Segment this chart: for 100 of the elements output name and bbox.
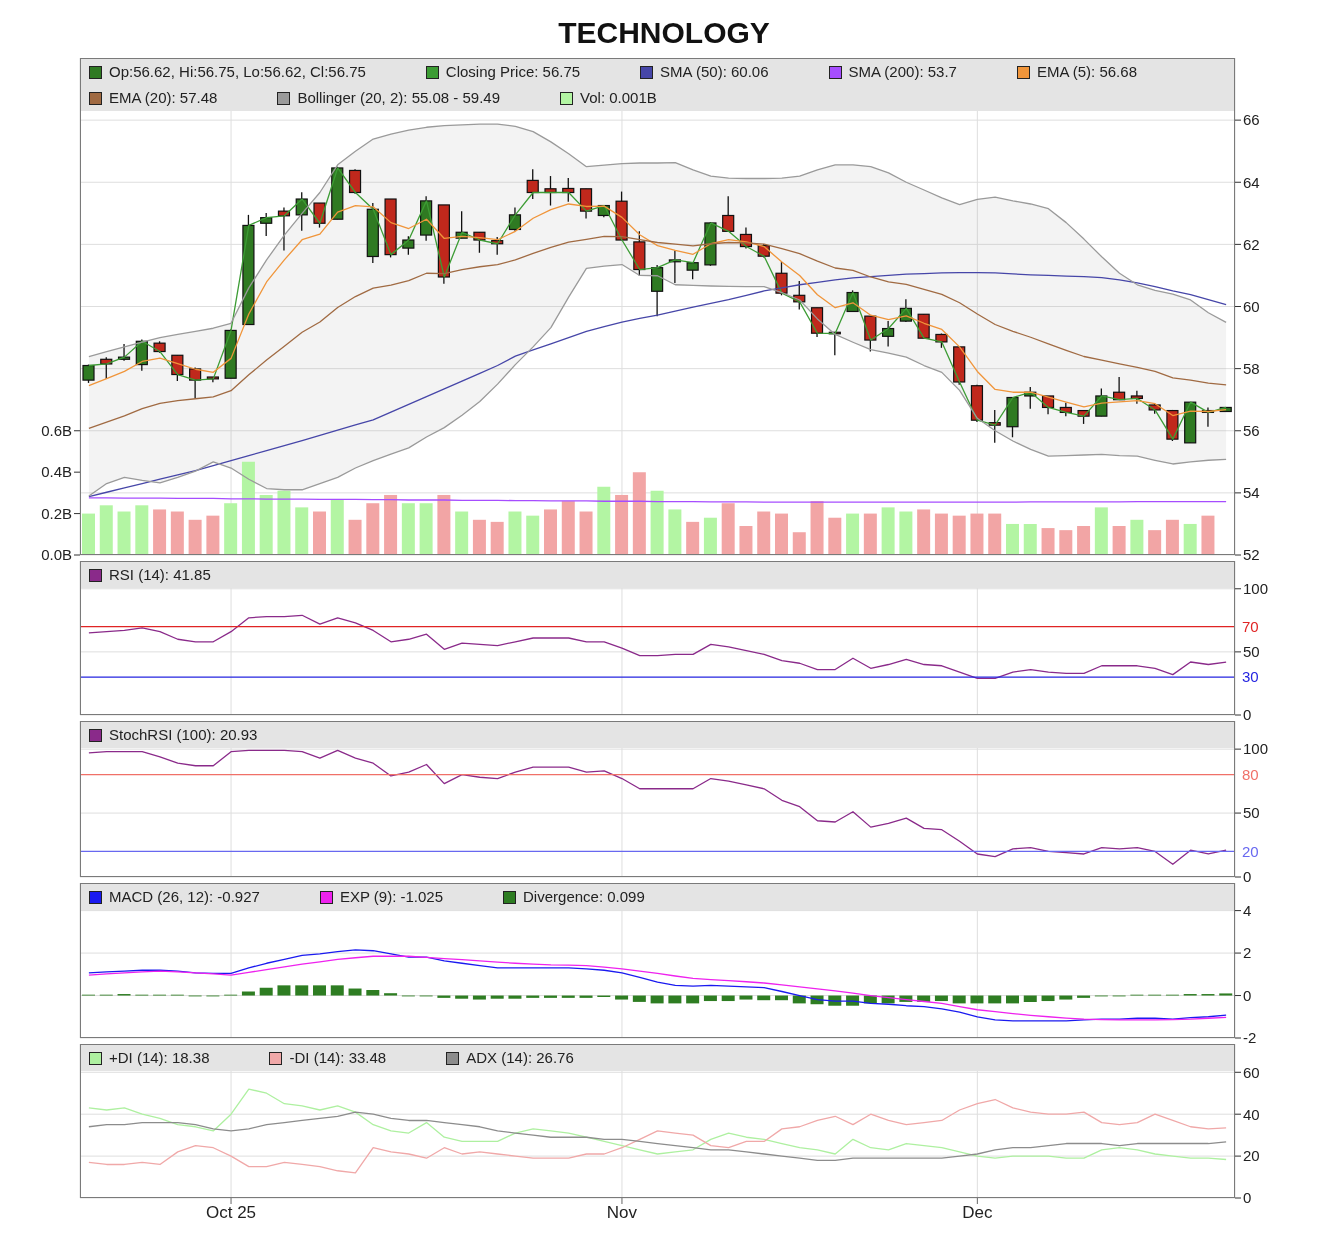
line-series bbox=[88, 1098, 1227, 1174]
legend-label: Divergence: 0.099 bbox=[522, 887, 645, 907]
bar bbox=[1041, 528, 1055, 555]
candlestick bbox=[579, 188, 593, 220]
y-tick-label: 4 bbox=[1243, 901, 1252, 919]
bar bbox=[721, 503, 735, 555]
legend-label: SMA (50): 60.06 bbox=[659, 62, 769, 82]
legend-label: Op:56.62, Hi:56.75, Lo:56.62, Cl:56.75 bbox=[108, 62, 366, 82]
legend-label: MACD (26, 12): -0.927 bbox=[108, 887, 260, 907]
bar bbox=[117, 511, 131, 555]
bar bbox=[1041, 995, 1055, 1002]
bar bbox=[881, 507, 895, 555]
line-series bbox=[88, 1088, 1227, 1161]
candlestick bbox=[882, 320, 895, 348]
bar bbox=[544, 509, 557, 555]
bar bbox=[313, 511, 326, 555]
bar bbox=[241, 461, 255, 555]
bar bbox=[934, 995, 948, 1002]
bar bbox=[739, 995, 753, 1000]
bar bbox=[419, 503, 433, 555]
legend-strip: RSI (14): 41.85 bbox=[81, 562, 1234, 588]
bar bbox=[1059, 530, 1073, 555]
bar bbox=[135, 505, 149, 555]
y-tick-label: 2 bbox=[1243, 944, 1252, 962]
legend-label: StochRSI (100): 20.93 bbox=[108, 725, 258, 745]
bar bbox=[348, 988, 362, 996]
bar bbox=[775, 513, 788, 555]
bar bbox=[739, 526, 753, 555]
y-tick-label: 0 bbox=[1243, 706, 1252, 724]
y-tick-label: 66 bbox=[1243, 111, 1260, 129]
bar bbox=[1112, 526, 1126, 555]
bar bbox=[99, 505, 113, 555]
ref-line-label: 80 bbox=[1242, 766, 1259, 784]
bar bbox=[917, 509, 931, 555]
bar bbox=[579, 511, 593, 555]
y-tick-label: 64 bbox=[1243, 173, 1260, 191]
legend-label: -DI (14): 33.48 bbox=[288, 1048, 387, 1068]
y-tick-label: 60 bbox=[1243, 1063, 1260, 1081]
legend-label: Bollinger (20, 2): 55.08 - 59.49 bbox=[296, 88, 501, 108]
bar bbox=[241, 991, 255, 996]
bar bbox=[632, 995, 646, 1002]
bar bbox=[615, 494, 629, 555]
legend-label: Closing Price: 56.75 bbox=[444, 62, 581, 82]
bar bbox=[1201, 515, 1215, 555]
bar bbox=[1006, 523, 1019, 555]
bar bbox=[526, 515, 540, 555]
bar bbox=[366, 503, 380, 555]
y-tick-label: 60 bbox=[1243, 297, 1260, 315]
y-tick-label: 50 bbox=[1243, 643, 1260, 661]
bar bbox=[1148, 530, 1162, 555]
legend-label: RSI (14): 41.85 bbox=[108, 565, 211, 585]
legend-label: Vol: 0.001B bbox=[579, 88, 657, 108]
y-tick-label: 56 bbox=[1243, 422, 1260, 440]
legend-label: ADX (14): 26.76 bbox=[465, 1048, 574, 1068]
bar bbox=[490, 521, 504, 555]
candlestick bbox=[402, 235, 415, 256]
bar bbox=[384, 993, 398, 996]
bar bbox=[1165, 519, 1179, 555]
y-tick-label: 50 bbox=[1243, 804, 1260, 822]
candlestick bbox=[651, 264, 664, 317]
line-series bbox=[88, 749, 1227, 865]
bar bbox=[597, 486, 611, 555]
bar bbox=[721, 995, 735, 1002]
bar bbox=[313, 985, 326, 996]
legend-label: EMA (5): 56.68 bbox=[1035, 62, 1137, 82]
bar bbox=[1183, 523, 1197, 555]
bar bbox=[668, 509, 682, 555]
bar bbox=[472, 995, 486, 1000]
chart-title: TECHNOLOGY bbox=[557, 15, 771, 51]
bar bbox=[224, 503, 238, 555]
bar bbox=[295, 985, 309, 996]
bar bbox=[757, 511, 771, 555]
y-tick-label: 0 bbox=[1243, 986, 1252, 1004]
bar bbox=[952, 515, 966, 555]
line-series bbox=[88, 1111, 1227, 1161]
y-tick-label: 58 bbox=[1243, 359, 1260, 377]
bar bbox=[561, 501, 575, 555]
ref-line-label: 70 bbox=[1242, 617, 1259, 635]
line-series bbox=[88, 614, 1227, 680]
bar bbox=[1023, 995, 1037, 1002]
bar bbox=[295, 507, 309, 555]
legend-strip: StochRSI (100): 20.93 bbox=[81, 722, 1234, 748]
bar bbox=[988, 513, 1002, 555]
line-series bbox=[88, 235, 1227, 429]
y-tick-label: -2 bbox=[1243, 1029, 1257, 1047]
candlestick bbox=[722, 195, 735, 232]
bar bbox=[1130, 519, 1144, 555]
bar bbox=[703, 995, 717, 1002]
bar bbox=[206, 515, 220, 555]
y2-tick-label: 0.6B bbox=[41, 422, 72, 440]
y-tick-label: 100 bbox=[1243, 580, 1269, 598]
candlestick bbox=[348, 168, 362, 195]
bar bbox=[828, 517, 842, 555]
x-tick-label: Dec bbox=[962, 1203, 993, 1223]
y2-tick-label: 0.4B bbox=[41, 463, 72, 481]
bar bbox=[650, 490, 664, 555]
bar bbox=[508, 511, 522, 555]
bar bbox=[153, 509, 167, 555]
bar bbox=[703, 517, 717, 555]
y-tick-label: 100 bbox=[1243, 740, 1269, 758]
